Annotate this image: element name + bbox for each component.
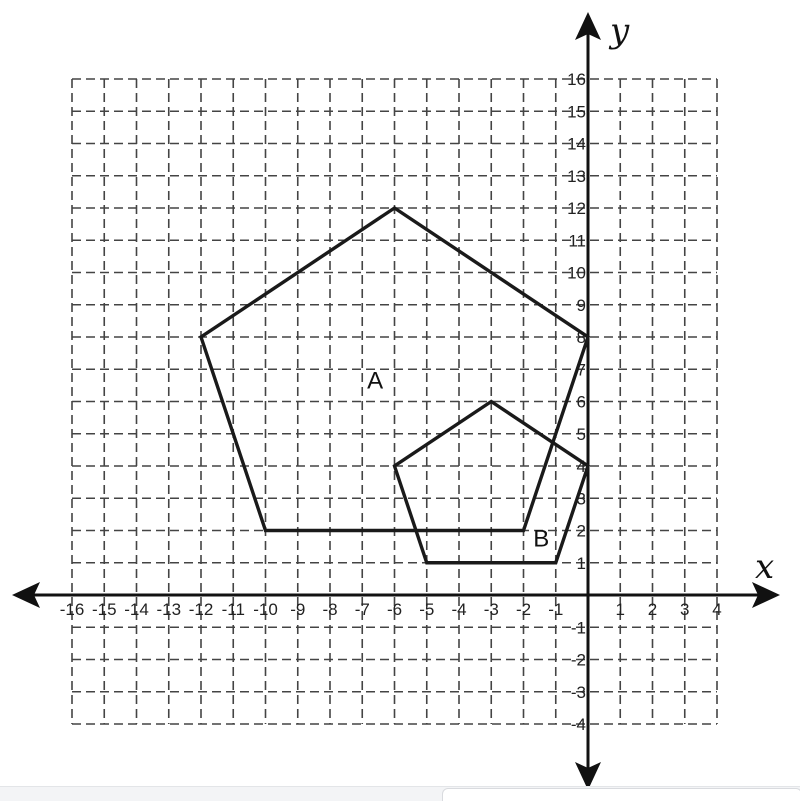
y-axis-top-arrow <box>575 12 601 40</box>
polygon-b <box>392 399 591 565</box>
y-tick-label: 2 <box>577 522 586 541</box>
x-tick-label: -15 <box>92 600 117 619</box>
y-tick-label: -1 <box>571 618 586 637</box>
x-tick-label: 3 <box>680 600 689 619</box>
x-tick-label: -4 <box>451 600 466 619</box>
x-tick-label: -14 <box>124 600 149 619</box>
y-tick-label: 11 <box>568 231 586 250</box>
tick-labels: -16 -15 -14 -13 -12 -11 -10 -9 -8 -7 -6 -5 -4 -3 -2 -1 1… <box>60 70 722 734</box>
y-tick-label: -3 <box>571 683 586 702</box>
y-tick-label: 1 <box>577 554 586 573</box>
x-axis-label: x <box>755 547 774 587</box>
x-tick-label: -7 <box>355 600 370 619</box>
y-axis-label: y <box>608 11 630 51</box>
shapes: AB <box>198 205 591 565</box>
x-tick-label: -11 <box>222 600 245 619</box>
y-tick-label: 5 <box>577 425 586 444</box>
x-tick-label: -13 <box>156 600 181 619</box>
y-tick-label: 9 <box>577 296 586 315</box>
x-tick-label: 4 <box>712 600 721 619</box>
y-tick-label: 4 <box>577 457 586 476</box>
axes <box>12 12 780 790</box>
x-tick-label: -8 <box>322 600 337 619</box>
y-tick-label: 13 <box>567 167 586 186</box>
grid <box>71 78 718 725</box>
y-tick-label: 3 <box>577 489 586 508</box>
polygon-label-a: A <box>367 368 383 395</box>
y-tick-label: 10 <box>567 264 586 283</box>
y-tick-label: -4 <box>571 715 586 734</box>
x-tick-label: -12 <box>189 600 214 619</box>
x-tick-label: -9 <box>290 600 305 619</box>
x-tick-label: -3 <box>484 600 499 619</box>
y-tick-label: 14 <box>567 135 586 154</box>
x-axis-right-arrow <box>752 582 780 608</box>
x-tick-label: -6 <box>387 600 402 619</box>
y-tick-label: -2 <box>571 651 586 670</box>
y-tick-label: 6 <box>577 393 586 412</box>
y-tick-label: 8 <box>577 328 586 347</box>
x-tick-label: 1 <box>616 600 625 619</box>
x-tick-label: -16 <box>60 600 85 619</box>
y-tick-label: 7 <box>577 360 586 379</box>
x-tick-label: -5 <box>419 600 434 619</box>
x-tick-label: -2 <box>516 600 531 619</box>
bottom-panel-edge <box>442 788 800 801</box>
y-tick-label: 15 <box>567 102 586 121</box>
x-tick-label: 2 <box>648 600 657 619</box>
y-axis-bottom-arrow <box>575 762 601 790</box>
polygon-label-b: B <box>533 526 549 553</box>
polygon-a <box>198 205 591 533</box>
y-tick-label: 12 <box>567 199 586 218</box>
y-tick-label: 16 <box>567 70 586 89</box>
x-tick-label: -10 <box>253 600 278 619</box>
x-axis-left-arrow <box>12 582 40 608</box>
x-tick-label: -1 <box>548 600 563 619</box>
